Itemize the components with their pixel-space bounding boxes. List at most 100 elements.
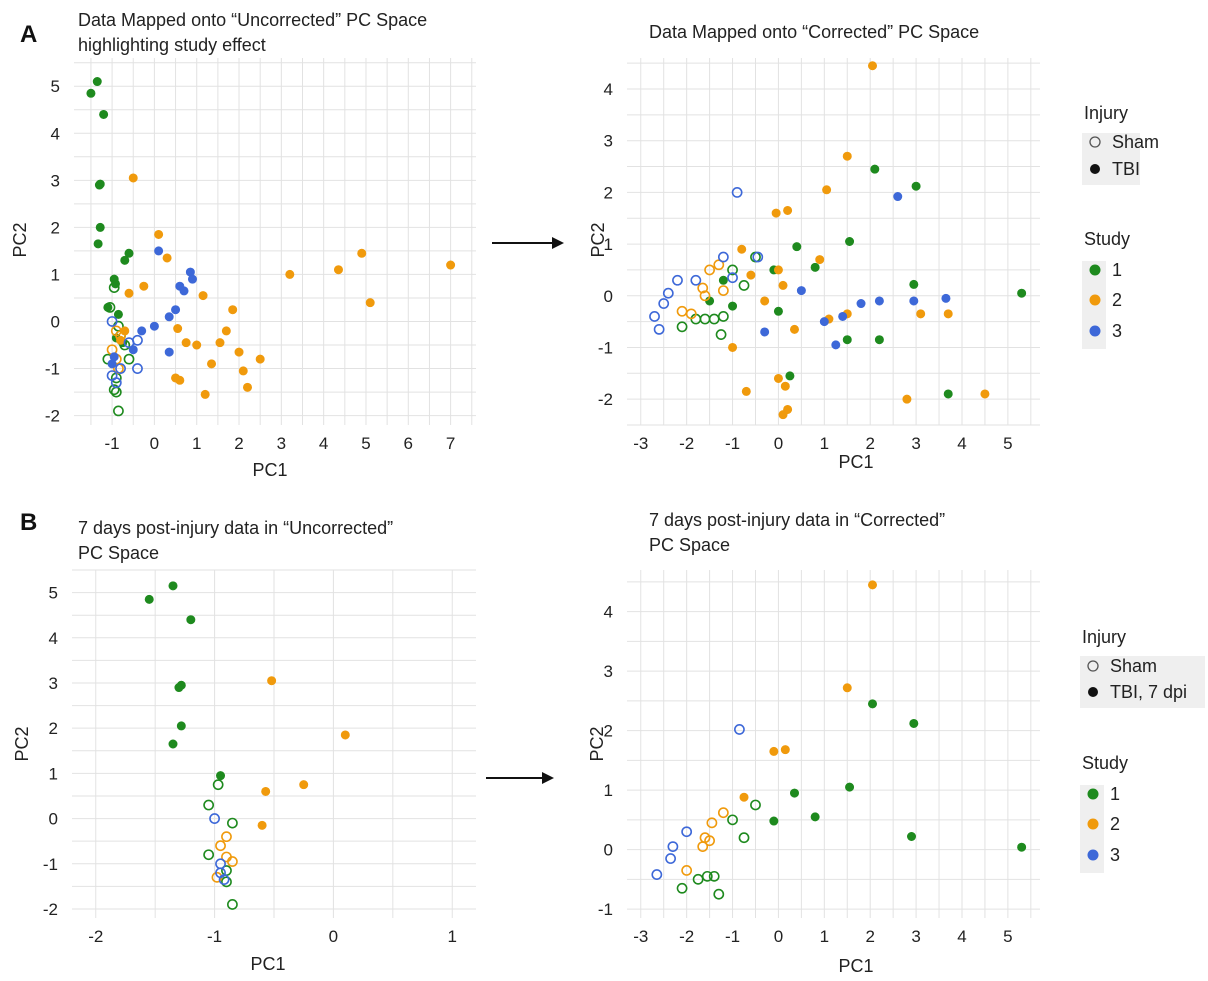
legend-sham-marker (1087, 660, 1099, 672)
legend-injury-title: Injury (1084, 103, 1128, 123)
y-tick-label: 2 (49, 719, 58, 738)
data-point (676, 882, 688, 894)
data-point (819, 317, 829, 327)
arrow-a (492, 237, 564, 249)
x-tick-label: 4 (957, 434, 966, 453)
data-point (203, 849, 215, 861)
data-point (856, 299, 866, 309)
y-tick-label: 2 (604, 183, 613, 202)
chart-title: 7 days post-injury data in “Corrected” (649, 510, 945, 530)
chart-title: PC Space (78, 543, 159, 563)
data-point (209, 813, 220, 824)
data-point (692, 873, 704, 885)
x-tick-label: -3 (633, 434, 648, 453)
data-point (108, 384, 120, 396)
data-point (676, 321, 688, 333)
panel-label-b: B (20, 509, 37, 536)
data-point (780, 381, 790, 391)
data-point (113, 309, 123, 319)
data-point (842, 335, 852, 345)
y-axis-label: PC2 (587, 726, 607, 761)
y-axis-label: PC2 (12, 726, 32, 761)
data-point (667, 841, 679, 853)
data-point (267, 676, 277, 686)
data-point (943, 389, 953, 399)
data-point (746, 270, 756, 280)
data-point (874, 296, 884, 306)
data-point (916, 309, 926, 319)
y-tick-label: -2 (598, 390, 613, 409)
data-point (893, 192, 903, 202)
data-point (773, 306, 783, 316)
data-point (760, 327, 770, 337)
data-point (212, 779, 224, 791)
y-tick-label: 2 (604, 722, 613, 741)
data-point (132, 363, 143, 374)
data-point (227, 856, 238, 867)
data-point (108, 282, 120, 294)
data-point (773, 265, 783, 275)
data-point (164, 347, 174, 357)
data-point (120, 255, 130, 265)
data-point (701, 870, 713, 882)
data-point (769, 746, 779, 756)
data-point (870, 164, 880, 174)
data-point (681, 826, 693, 838)
data-point (771, 208, 781, 218)
data-point (780, 745, 790, 755)
legend-injury-item: Sham (1112, 132, 1159, 152)
y-tick-label: 3 (51, 171, 60, 190)
y-tick-label: 4 (49, 629, 58, 648)
data-point (340, 730, 350, 740)
data-point (187, 274, 197, 284)
data-point (783, 404, 793, 414)
data-point (717, 285, 729, 297)
x-tick-label: 2 (234, 434, 243, 453)
chart-b-left: -2 -1 0 1 -2 -1 0 1 2 3 4 5 7 days post-injury data … (12, 518, 476, 974)
data-point (192, 340, 202, 350)
points (144, 581, 350, 910)
data-point (207, 359, 217, 369)
legend-study-item: 3 (1112, 321, 1122, 341)
data-point (868, 699, 878, 709)
data-point (227, 817, 238, 829)
data-point (792, 242, 802, 252)
gridlines (627, 58, 1040, 426)
data-point (822, 185, 832, 195)
y-tick-label: -1 (43, 855, 58, 874)
data-point (708, 313, 720, 325)
data-point (739, 792, 749, 802)
data-point (810, 262, 820, 272)
data-point (738, 832, 750, 844)
data-point (697, 841, 709, 853)
x-tick-label: 5 (361, 434, 370, 453)
data-point (107, 359, 117, 369)
x-axis-label: PC1 (838, 452, 873, 472)
legend-tbi-marker (1088, 687, 1098, 697)
data-point (104, 301, 116, 313)
data-point (176, 721, 186, 731)
legend-study-marker (1087, 818, 1099, 830)
data-point (171, 373, 181, 383)
y-tick-label: -2 (45, 407, 60, 426)
chart-title: 7 days post-injury data in “Uncorrected” (78, 518, 393, 538)
data-point (737, 244, 747, 254)
data-point (874, 335, 884, 345)
data-point (717, 311, 729, 322)
legend-study-item: 1 (1112, 260, 1122, 280)
x-tick-label: -1 (725, 434, 740, 453)
x-axis-label: PC1 (838, 956, 873, 976)
y-tick-label: -1 (598, 900, 613, 919)
data-point (902, 394, 912, 404)
data-point (907, 832, 917, 842)
y-tick-label: 3 (604, 662, 613, 681)
data-point (911, 181, 921, 191)
data-point (446, 260, 456, 270)
data-point (93, 239, 103, 249)
data-point (227, 899, 238, 910)
gridlines (74, 58, 476, 425)
legend-sham-marker (1089, 136, 1101, 148)
data-point (215, 840, 226, 852)
x-tick-label: 1 (820, 434, 829, 453)
